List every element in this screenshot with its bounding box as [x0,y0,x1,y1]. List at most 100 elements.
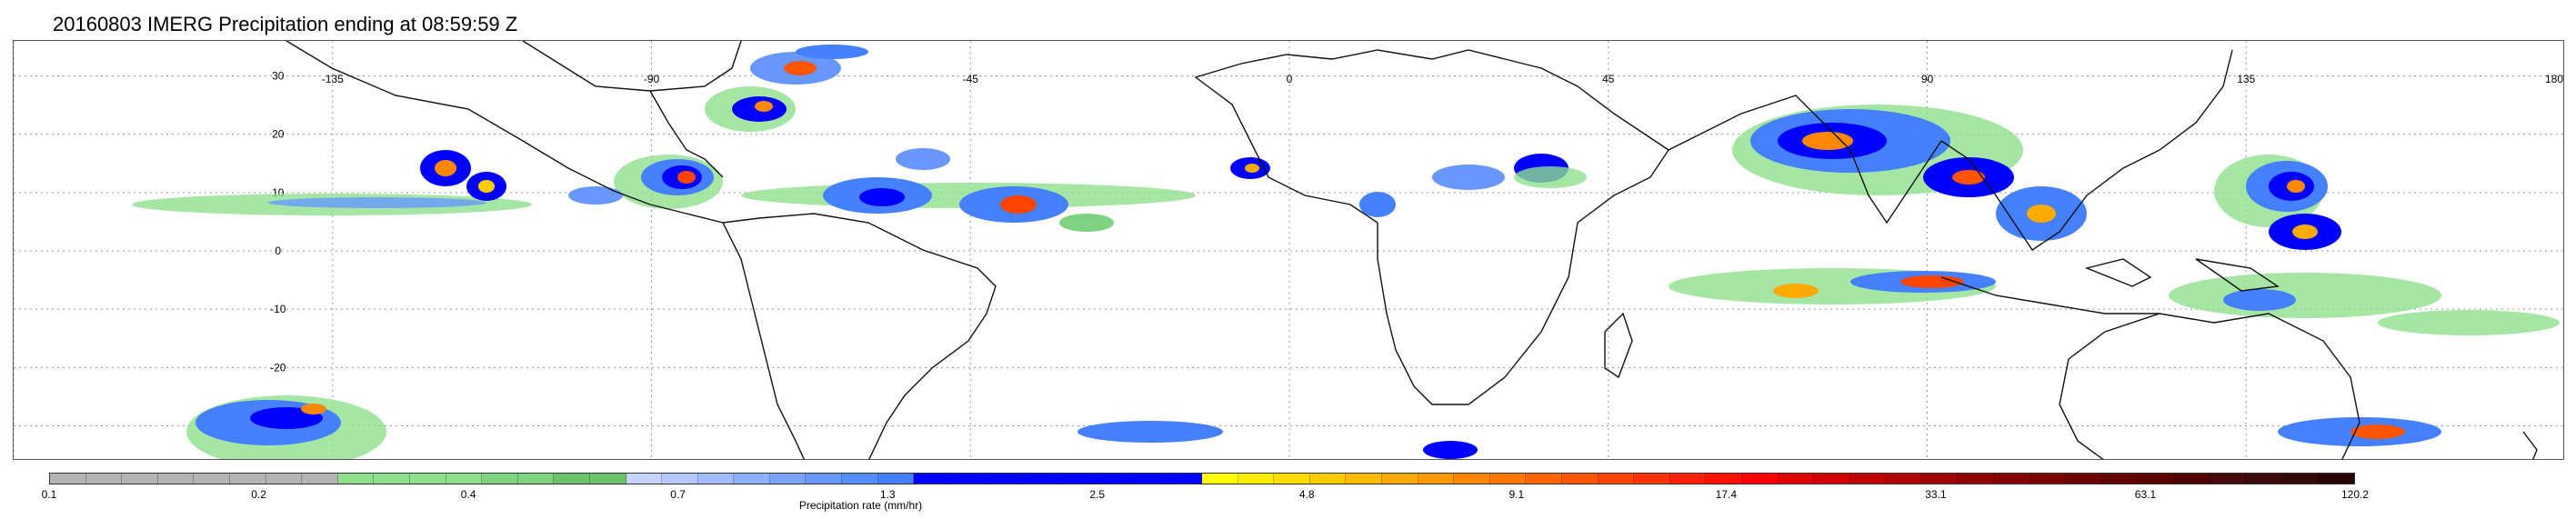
colorbar-swatch [589,474,626,484]
colorbar-swatch [2101,474,2139,484]
colorbar-swatch [1526,474,1562,484]
colorbar-tick-labels: 0.1 0.2 0.4 0.7 1.3 2.5 4.8 9.1 17.4 33.1 63.1 120.… [42,488,2369,501]
colorbar-swatch [1309,474,1347,484]
map-title: 20160803 IMERG Precipitation ending at 0… [53,13,518,35]
precipitation-field [132,45,2560,459]
colorbar-swatch [2210,474,2247,484]
colorbar-swatch [1094,474,1130,484]
colorbar-tick-label: 33.1 [1925,488,1947,501]
precip-cluster [186,395,2441,459]
colorbar-swatch [1814,474,1850,484]
colorbar-swatch [2246,474,2282,484]
precipitation-map: -135 -90 -45 0 45 90 135 180 30 20 10 0 -10 -20 [13,40,2564,460]
colorbar-swatch [842,474,878,484]
latitude-label: 0 [275,245,281,257]
latitude-label: 20 [272,128,285,141]
colorbar-tick-label: 0.7 [670,488,686,501]
colorbar-swatch [1346,474,1382,484]
colorbar-swatch [1238,474,1275,484]
colorbar-tick-label: 0.2 [251,488,266,501]
colorbar [49,473,2355,484]
colorbar-swatch [50,474,86,484]
colorbar-swatch [2174,474,2210,484]
colorbar-swatch [2318,474,2354,484]
colorbar-swatch [2030,474,2067,484]
longitude-label: -45 [963,73,979,85]
precip-cluster [568,155,723,209]
colorbar-swatch [1454,474,1490,484]
colorbar-swatch [914,474,950,484]
longitude-label: 45 [1602,73,1615,85]
colorbar-swatch [1166,474,1202,484]
colorbar-swatch [1849,474,1887,484]
precip-cluster [1230,154,1587,217]
latitude-label: 30 [272,70,285,83]
colorbar-swatch [1921,474,1959,484]
colorbar-swatch [769,474,807,484]
precip-cluster [2169,155,2560,335]
colorbar-swatch [1129,474,1167,484]
colorbar-swatch [662,474,698,484]
precip-cluster [1732,105,2087,241]
colorbar-swatch [1274,474,1310,484]
colorbar-swatch [734,474,770,484]
colorbar-swatch [1958,474,1995,484]
colorbar-swatch [302,474,338,484]
colorbar-swatch [1561,474,1599,484]
colorbar-swatch [157,474,195,484]
longitude-label: -135 [322,73,344,85]
colorbar-swatch [409,474,446,484]
colorbar-label: Precipitation rate (mm/hr) [798,499,923,512]
colorbar-swatch [194,474,230,484]
latitude-label: -20 [270,361,286,374]
precip-cluster [132,150,532,215]
colorbar-swatch [1706,474,1742,484]
colorbar-label-wrapper: Precipitation rate (mm/hr) [0,499,2576,512]
longitude-label: 90 [1921,73,1934,85]
colorbar-swatch [374,474,410,484]
longitude-label: 135 [2237,73,2255,85]
colorbar-swatch [806,474,843,484]
colorbar-swatch [337,474,375,484]
colorbar-swatch [877,474,915,484]
colorbar-tick-label: 4.8 [1298,488,1315,501]
colorbar-swatch [1022,474,1058,484]
longitude-label: 0 [1287,73,1293,85]
coastlines [286,41,2538,459]
colorbar-tick-label: 120.2 [2340,488,2370,501]
colorbar-swatch [1741,474,1779,484]
colorbar-tick-label: 17.4 [1715,488,1738,501]
colorbar-tick-label: 1.3 [879,488,896,501]
colorbar-swatch [986,474,1023,484]
longitude-label: 180 [2545,73,2563,85]
precip-cluster [741,148,1196,232]
latitude-label: -10 [270,303,286,315]
colorbar-swatch [229,474,266,484]
colorbar-swatch [1598,474,1635,484]
colorbar-swatch [1202,474,1238,484]
colorbar-swatch [1994,474,2030,484]
colorbar-swatch [1886,474,1922,484]
colorbar-swatch [1778,474,1815,484]
colorbar-swatch [1489,474,1527,484]
colorbar-tick-label: 0.4 [460,488,476,501]
colorbar-swatch [1057,474,1095,484]
colorbar-swatch [446,474,483,484]
colorbar-tick-label: 9.1 [1509,488,1525,501]
colorbar-swatch [517,474,555,484]
colorbar-swatch [554,474,590,484]
colorbar-swatch [1669,474,1707,484]
colorbar-swatch [2138,474,2175,484]
colorbar-swatch [1418,474,1455,484]
precip-cluster [705,45,868,132]
precip-cluster [1669,268,1996,304]
colorbar-tick-label: 2.5 [1089,488,1106,501]
colorbar-tick-label: 0.1 [41,488,57,501]
colorbar-swatch [122,474,158,484]
colorbar-swatch [2281,474,2319,484]
colorbar-swatch [697,474,735,484]
colorbar-tick-label: 63.1 [2134,488,2157,501]
colorbar-swatch [85,474,123,484]
colorbar-swatch [949,474,987,484]
